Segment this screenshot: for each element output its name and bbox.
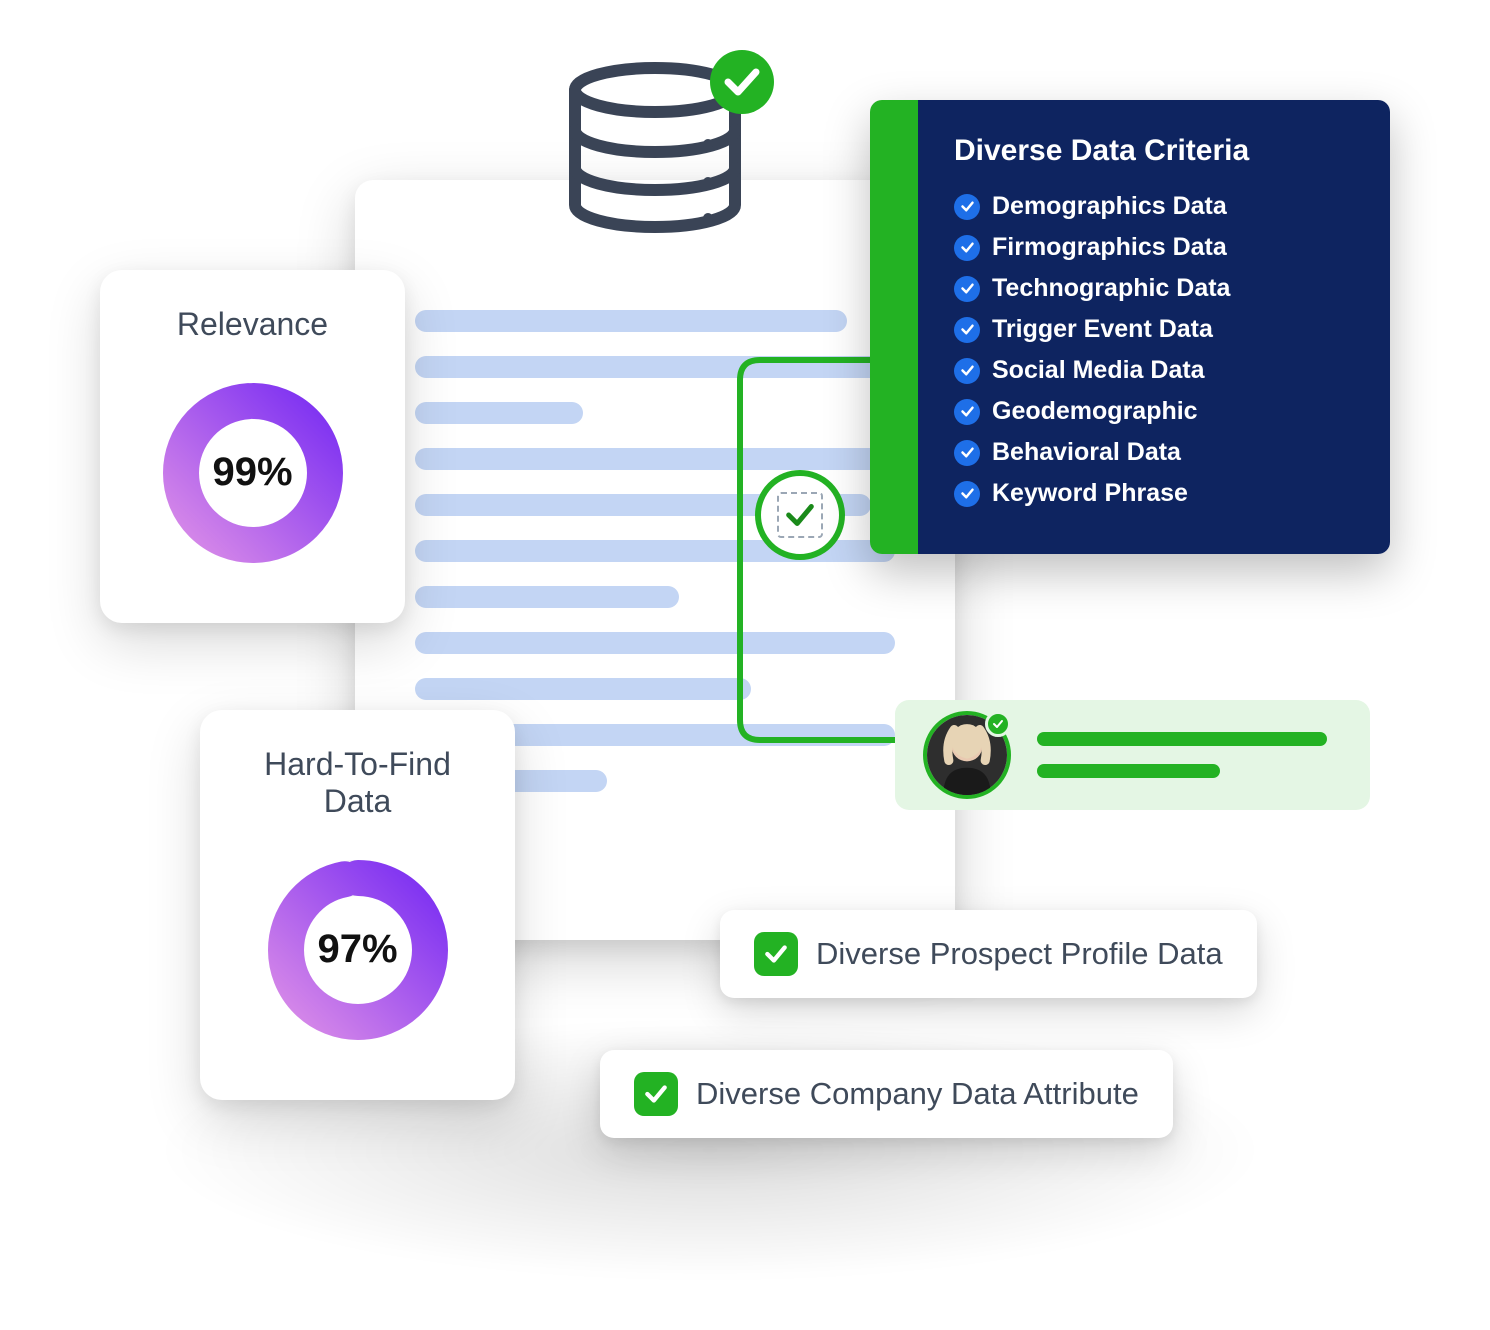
infographic-canvas: Relevance 99% Hard-To-Find Data	[0, 0, 1490, 1330]
hard-to-find-card: Hard-To-Find Data 97%	[200, 710, 515, 1100]
criteria-item: Social Media Data	[954, 350, 1354, 391]
check-bullet-icon	[954, 481, 980, 507]
criteria-title: Diverse Data Criteria	[954, 134, 1354, 168]
feature-label: Diverse Prospect Profile Data	[816, 936, 1223, 972]
contact-text-lines	[1037, 732, 1342, 778]
check-bullet-icon	[954, 235, 980, 261]
criteria-item-label: Demographics Data	[992, 192, 1227, 221]
contact-text-line	[1037, 732, 1327, 746]
relevance-percent: 99%	[153, 373, 353, 573]
feature-pill-prospect: Diverse Prospect Profile Data	[720, 910, 1257, 998]
check-bullet-icon	[954, 358, 980, 384]
criteria-panel: Diverse Data Criteria Demographics Data F…	[870, 100, 1390, 554]
criteria-item: Firmographics Data	[954, 227, 1354, 268]
criteria-item-label: Technographic Data	[992, 274, 1230, 303]
checkmark-icon	[783, 498, 817, 532]
check-bullet-icon	[954, 276, 980, 302]
check-bullet-icon	[954, 440, 980, 466]
document-line	[415, 678, 751, 700]
avatar	[923, 711, 1011, 799]
criteria-item-label: Social Media Data	[992, 356, 1205, 385]
document-line	[415, 586, 679, 608]
relevance-card: Relevance 99%	[100, 270, 405, 623]
criteria-item: Geodemographic	[954, 391, 1354, 432]
verified-badge-icon	[985, 711, 1011, 737]
feature-label: Diverse Company Data Attribute	[696, 1076, 1139, 1112]
criteria-item: Demographics Data	[954, 186, 1354, 227]
relevance-title: Relevance	[177, 306, 328, 343]
document-line	[415, 402, 583, 424]
check-icon	[634, 1072, 678, 1116]
contact-text-line	[1037, 764, 1220, 778]
criteria-item-label: Keyword Phrase	[992, 479, 1188, 508]
criteria-item: Behavioral Data	[954, 432, 1354, 473]
criteria-accent-bar	[870, 100, 918, 554]
relevance-donut: 99%	[153, 373, 353, 573]
database-icon	[560, 50, 790, 255]
criteria-item: Technographic Data	[954, 268, 1354, 309]
check-icon	[754, 932, 798, 976]
hard-to-find-donut: 97%	[258, 850, 458, 1050]
criteria-item: Trigger Event Data	[954, 309, 1354, 350]
feature-pill-company: Diverse Company Data Attribute	[600, 1050, 1173, 1138]
check-bullet-icon	[954, 194, 980, 220]
check-bullet-icon	[954, 317, 980, 343]
criteria-body: Diverse Data Criteria Demographics Data F…	[918, 100, 1390, 554]
criteria-item-label: Firmographics Data	[992, 233, 1227, 262]
criteria-item-label: Trigger Event Data	[992, 315, 1213, 344]
contact-card	[895, 700, 1370, 810]
criteria-item: Keyword Phrase	[954, 473, 1354, 514]
center-checkbox-badge	[755, 470, 845, 560]
hard-to-find-title: Hard-To-Find Data	[244, 746, 471, 820]
criteria-item-label: Behavioral Data	[992, 438, 1181, 467]
criteria-item-label: Geodemographic	[992, 397, 1198, 426]
hard-to-find-percent: 97%	[258, 850, 458, 1050]
check-bullet-icon	[954, 399, 980, 425]
criteria-list: Demographics Data Firmographics Data Techn…	[954, 186, 1354, 514]
